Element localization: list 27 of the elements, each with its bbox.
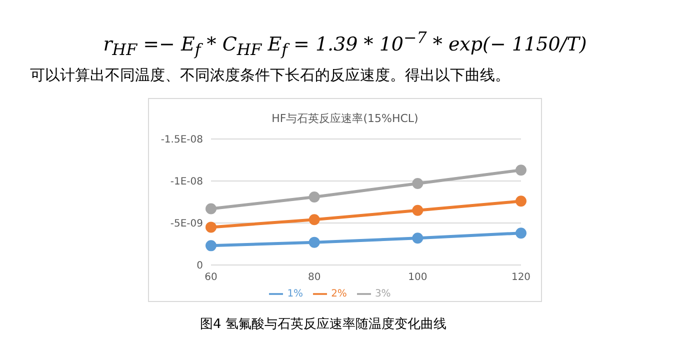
legend-label: 2% (331, 288, 347, 300)
caption: 图4 氢氟酸与石英反应速率随温度变化曲线 (200, 316, 446, 333)
point (516, 228, 526, 239)
x-tick-label: 80 (308, 272, 321, 284)
y-tick-label: -5E-09 (170, 218, 203, 230)
x-tick-label: 100 (408, 272, 428, 284)
point (516, 164, 526, 176)
point (206, 203, 216, 214)
point (308, 191, 320, 202)
legend-label: 1% (287, 288, 304, 300)
y-tick-label: -1.5E-08 (160, 134, 203, 146)
text: r$_{HF}$ =− E$_{f}$ * C$_{HF}$ E$_{f}$ = 1.39 * 10$^{−7}$ * exp(− 1150/T) (103, 28, 587, 60)
chart-title: HF与石英反应速率(15%HCL) (270, 111, 420, 126)
x-tick-label: 120 (511, 272, 531, 284)
point (308, 214, 320, 226)
point (412, 178, 424, 190)
y-tick-label: -1E-08 (170, 176, 203, 188)
point (412, 204, 424, 216)
text: 可以计算出不同温度、不同浓度条件下长石的反应速度。得出以下曲线。 (30, 66, 510, 85)
x-tick-label: 60 (204, 272, 218, 284)
point (206, 240, 216, 252)
point (308, 236, 320, 248)
legend-label: 3% (374, 288, 391, 300)
point (516, 196, 526, 207)
y-tick-label: 0 (196, 260, 203, 272)
point (412, 232, 424, 244)
point (206, 222, 216, 233)
